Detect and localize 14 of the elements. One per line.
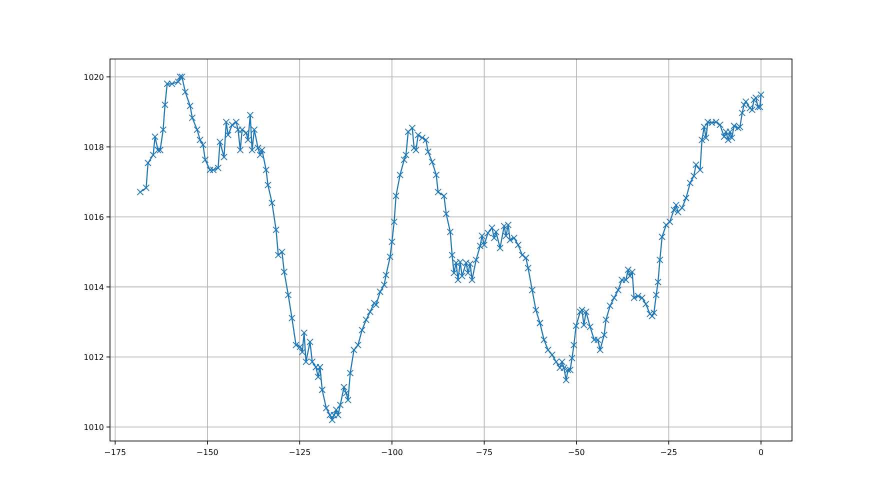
y-tick-label: 1018 (84, 142, 104, 152)
y-tick-label: 1012 (84, 352, 104, 362)
y-tick-label: 1020 (84, 72, 104, 82)
x-tick-label: −175 (104, 448, 126, 457)
x-tick-label: −25 (660, 448, 678, 457)
x-tick-label: −100 (380, 448, 403, 457)
y-tick-label: 1014 (84, 282, 104, 292)
x-tick-label: −75 (476, 448, 493, 457)
x-tick-label: −125 (288, 448, 311, 457)
y-tick-label: 1010 (84, 422, 104, 432)
x-tick-label: 0 (758, 448, 764, 457)
y-tick-label: 1016 (84, 212, 104, 222)
x-tick-label: −50 (568, 448, 585, 457)
x-tick-label: −150 (196, 448, 218, 457)
